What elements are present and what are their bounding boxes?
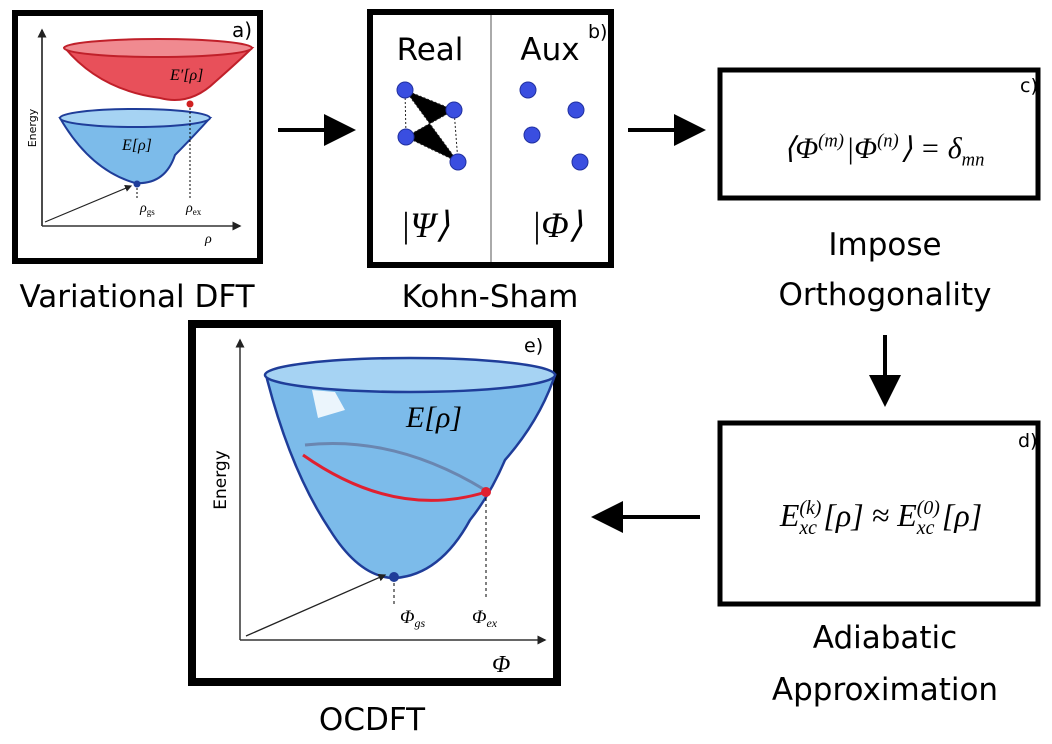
axis-label: Energy (26, 108, 39, 147)
curve-label: E′[ρ] (169, 67, 203, 84)
highlight (312, 390, 345, 418)
point-label: ρex (185, 201, 202, 217)
arrow (44, 184, 133, 223)
panel-label: b) (588, 21, 607, 43)
point (481, 487, 491, 497)
caption: Impose (828, 227, 941, 263)
curve-label: E[ρ] (405, 401, 462, 434)
point (186, 100, 194, 108)
subscript: mn (962, 150, 985, 171)
subscript: ex (193, 207, 202, 217)
subscript: xc (798, 517, 817, 539)
bowl (264, 373, 557, 580)
equation: ⟨Φ (m) |Φ (n) ⟩ = δ mn (784, 131, 985, 171)
superscript: (k) (799, 497, 821, 519)
symbol: Φ (472, 607, 486, 628)
back-ring (304, 441, 486, 492)
point (133, 180, 141, 188)
interactions (404, 89, 459, 163)
superscript: (n) (877, 131, 899, 152)
caption: Adiabatic (813, 620, 957, 656)
bowl-rim (263, 356, 557, 394)
point (389, 572, 399, 582)
particles (396, 81, 589, 171)
panel-c (717, 67, 1041, 201)
math-text: ⟨Φ (784, 132, 819, 165)
symbol: Φ (400, 607, 414, 628)
equation: E (k)xc [ρ] ≈ E (0)xc [ρ] (779, 497, 982, 539)
math-text: ⟩ = δ (901, 132, 963, 165)
subscript: gs (414, 616, 425, 630)
curve-label: E[ρ] (121, 137, 152, 154)
panel-d (717, 420, 1041, 607)
bowl-rim (59, 108, 211, 128)
point-label: Φex (472, 607, 498, 630)
panel-label: d) (1018, 430, 1037, 452)
bowl-rim (63, 38, 253, 58)
ring (302, 453, 487, 502)
axis-label: Energy (211, 450, 231, 510)
point-label: ρgs (139, 201, 155, 217)
column-title: Real (397, 32, 464, 68)
caption: Orthogonality (779, 277, 992, 313)
panel-label: e) (524, 335, 543, 357)
superscript: (0) (917, 497, 940, 519)
math-text: E (779, 497, 800, 533)
panel-label: c) (1020, 75, 1038, 97)
excited-bowl (62, 47, 255, 101)
column-title: Aux (520, 32, 579, 68)
subscript: ex (486, 616, 497, 630)
state: |Ψ⟩ (400, 205, 449, 245)
caption: Kohn-Sham (402, 279, 579, 315)
panel-label: a) (232, 18, 252, 42)
ground-bowl (58, 117, 213, 185)
symbol: ρ (139, 201, 147, 216)
symbol: ρ (185, 201, 193, 216)
math-text: |Φ (846, 132, 877, 165)
caption: OCDFT (319, 702, 426, 738)
state: |Φ⟩ (531, 205, 582, 245)
axis-label: ρ (204, 232, 212, 247)
axis-label: Φ (492, 652, 510, 678)
math-text: [ρ] ≈ E (823, 497, 917, 533)
caption: Variational DFT (19, 279, 255, 315)
superscript: (m) (818, 131, 844, 152)
subscript: gs (147, 207, 156, 217)
point-label: Φgs (400, 607, 425, 630)
caption: Approximation (772, 672, 998, 708)
math-text: [ρ] (942, 497, 982, 533)
arrow (245, 574, 387, 637)
subscript: xc (916, 517, 935, 539)
